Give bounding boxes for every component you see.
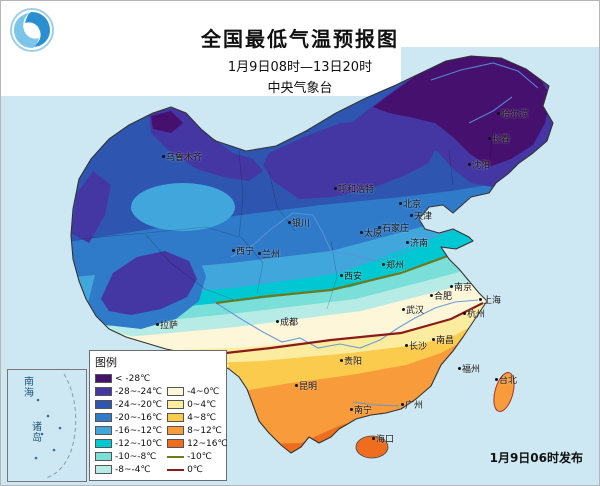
color-swatch xyxy=(167,413,185,422)
legend-label: -4~0℃ xyxy=(187,386,220,397)
legend-color-row: -20~-16℃ xyxy=(95,411,162,424)
legend-color-row: < -28℃ xyxy=(95,372,162,385)
page-title: 全国最低气温预报图 xyxy=(201,27,399,51)
legend-label: -16~-12℃ xyxy=(115,425,163,436)
inset-label-zhudao: 诸岛 xyxy=(32,422,42,444)
legend-label: -24~-20℃ xyxy=(115,399,163,410)
color-swatch xyxy=(95,413,112,422)
legend-color-row: 0~4℃ xyxy=(167,398,228,411)
isoline-0c xyxy=(225,302,484,355)
legend-label: -10℃ xyxy=(187,451,212,462)
legend-color-row: 8~12℃ xyxy=(167,424,228,437)
legend-label: < -28℃ xyxy=(115,373,151,384)
release-time: 1月9日06时发布 xyxy=(489,451,583,465)
river-lines xyxy=(212,62,539,407)
legend-label: 4~8℃ xyxy=(187,412,217,423)
legend-color-row: -4~0℃ xyxy=(167,385,228,398)
color-swatch xyxy=(167,426,185,435)
color-swatch xyxy=(167,439,185,448)
legend-label: -12~-10℃ xyxy=(115,438,163,449)
inset-label-nanhai: 南海 xyxy=(24,377,34,399)
legend-color-row: -16~-12℃ xyxy=(95,424,162,437)
legend-label: 12~16℃ xyxy=(187,438,228,449)
tarim-basin-zone xyxy=(131,183,235,231)
legend-label: 0℃ xyxy=(187,464,203,475)
color-swatch xyxy=(95,374,112,383)
south-china-sea-inset: 南海 诸岛 xyxy=(7,369,87,482)
legend-label: 0~4℃ xyxy=(187,399,217,410)
legend-color-row: 12~16℃ xyxy=(167,437,228,450)
altai-cold-pocket xyxy=(151,111,183,133)
inset-map xyxy=(34,373,77,479)
color-swatch xyxy=(95,400,112,409)
color-swatch xyxy=(95,426,112,435)
legend-label: 8~12℃ xyxy=(187,425,222,436)
legend-color-row: 4~8℃ xyxy=(167,411,228,424)
legend-color-row: -10~-8℃ xyxy=(95,450,162,463)
legend-color-row: -8~-4℃ xyxy=(95,463,162,476)
legend-isoline-row: 0℃ xyxy=(167,463,228,476)
taiwan-island xyxy=(493,372,515,412)
isoline-sample xyxy=(167,455,185,458)
legend-color-row: -12~-10℃ xyxy=(95,437,162,450)
northeast-zone-core xyxy=(373,56,551,167)
legend-label: -10~-8℃ xyxy=(115,451,157,462)
source-agency: 中央气象台 xyxy=(267,81,333,96)
color-swatch xyxy=(95,439,112,448)
legend: 图例 < -28℃ -28~-24℃ -24~-20℃ -20~-16℃ -16~-12… xyxy=(89,350,228,481)
legend-title: 图例 xyxy=(95,356,117,369)
nine-dash-line xyxy=(45,373,77,479)
legend-column-warm: -4~0℃ 0~4℃ 4~8℃ 8~12℃ 12~16℃ -10℃ 0℃ xyxy=(167,385,228,476)
tibet-zone-core xyxy=(101,251,197,315)
legend-isoline-row: -10℃ xyxy=(167,450,228,463)
forecast-time-range: 1月9日08时—13日20时 xyxy=(227,60,373,75)
west-xinjiang-zone xyxy=(71,171,111,243)
hainan-island xyxy=(355,435,389,459)
color-swatch xyxy=(95,465,112,474)
legend-label: -8~-4℃ xyxy=(115,464,151,475)
legend-color-row: -28~-24℃ xyxy=(95,385,162,398)
color-swatch xyxy=(167,400,185,409)
inner-mongolia-zone xyxy=(263,119,437,199)
color-swatch xyxy=(167,387,185,396)
color-swatch xyxy=(95,452,112,461)
legend-color-row: -24~-20℃ xyxy=(95,398,162,411)
legend-column-cold: < -28℃ -28~-24℃ -24~-20℃ -20~-16℃ -16~-12℃ -1… xyxy=(95,372,162,476)
cma-logo xyxy=(10,8,54,52)
isoline-sample xyxy=(167,468,185,471)
legend-label: -28~-24℃ xyxy=(115,386,163,397)
china-border xyxy=(70,55,554,454)
color-swatch xyxy=(95,387,112,396)
island-dots xyxy=(34,398,62,460)
legend-label: -20~-16℃ xyxy=(115,412,163,423)
